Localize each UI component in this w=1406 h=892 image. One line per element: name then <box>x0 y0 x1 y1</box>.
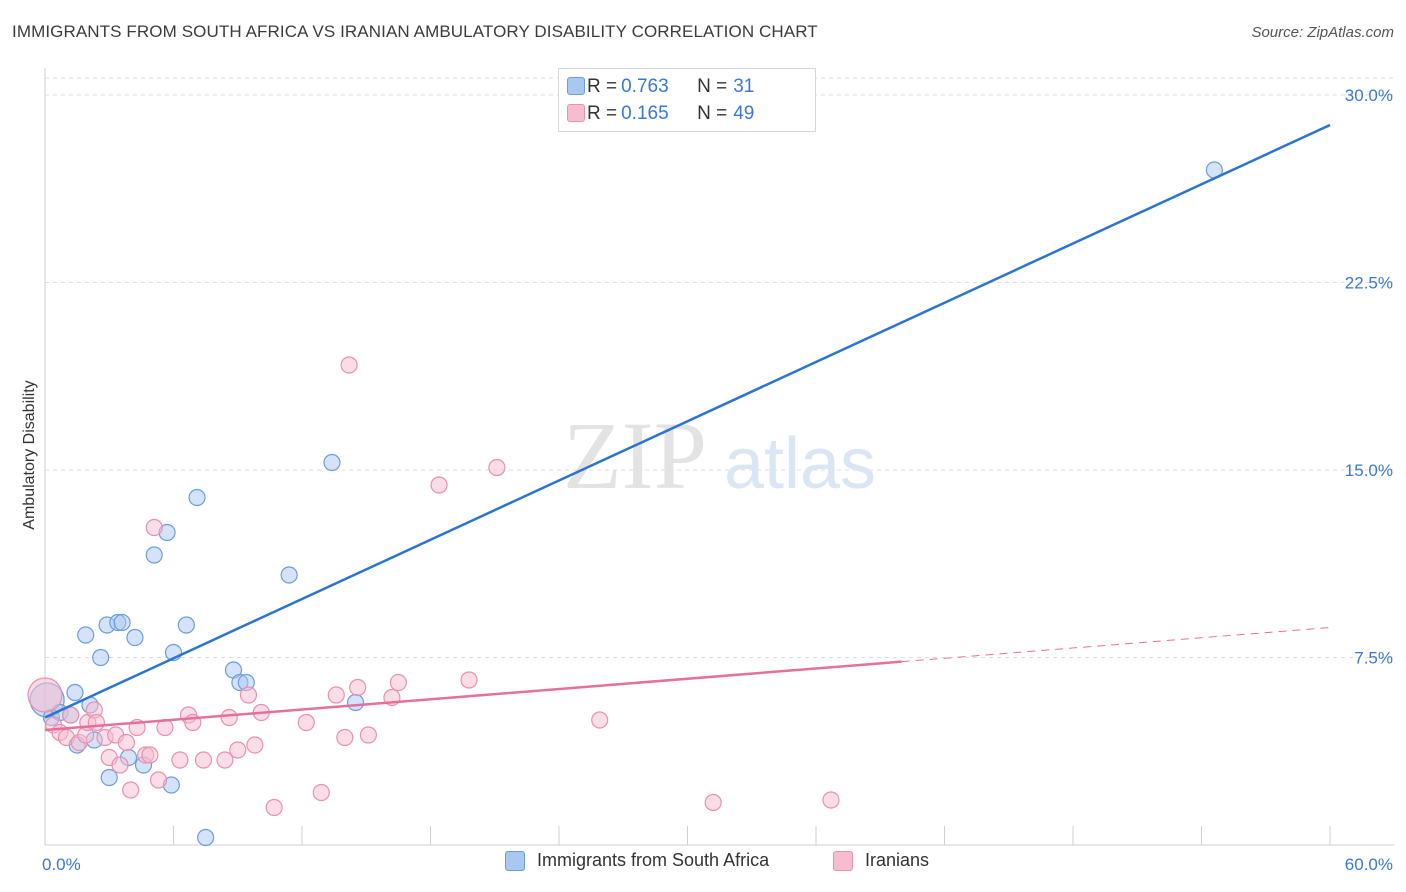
point-iranians <box>27 677 63 713</box>
legend-item-iranians[interactable]: Iranians <box>833 850 929 871</box>
point-south-africa <box>126 628 144 647</box>
point-iranians <box>194 751 213 769</box>
stats-legend-row-blue: R = 0.763 N = 31 <box>567 75 755 99</box>
point-iranians <box>327 686 345 704</box>
n-label: N = <box>697 76 728 97</box>
point-iranians <box>141 746 159 764</box>
r-value: 0.763 <box>621 76 669 97</box>
trend-layer <box>44 123 1331 732</box>
grid-layer <box>45 77 1394 658</box>
watermark: ZIP atlas <box>563 402 876 509</box>
legend-swatch-blue <box>505 850 525 871</box>
legend-label: Immigrants from South Africa <box>537 850 770 870</box>
legend-swatch-pink <box>833 850 853 871</box>
point-iranians <box>220 708 238 727</box>
point-south-africa <box>113 613 131 632</box>
point-iranians <box>822 791 840 809</box>
point-iranians <box>117 733 135 752</box>
point-iranians <box>111 756 129 774</box>
point-iranians <box>145 518 163 537</box>
series-legend: Immigrants from South Africa Iranians <box>0 850 1406 880</box>
source-label: Source: ZipAtlas.com <box>1251 24 1394 41</box>
point-south-africa <box>145 546 163 564</box>
point-iranians <box>349 678 367 697</box>
point-iranians <box>246 736 264 754</box>
point-iranians <box>265 798 283 817</box>
point-iranians <box>239 686 258 704</box>
watermark-atlas: atlas <box>724 424 876 504</box>
legend-label: Iranians <box>865 850 930 870</box>
r-label: R = <box>587 103 618 124</box>
point-iranians <box>389 673 407 692</box>
point-south-africa <box>100 768 118 787</box>
x-tick-label: 60.0% <box>1345 855 1393 874</box>
legend-swatch-blue <box>567 77 585 95</box>
legend-item-south-africa[interactable]: Immigrants from South Africa <box>505 850 769 871</box>
r-label: R = <box>587 76 618 97</box>
point-iranians <box>336 728 354 747</box>
point-south-africa <box>177 616 195 634</box>
point-iranians <box>216 751 234 769</box>
point-south-africa <box>77 626 95 644</box>
point-iranians <box>488 458 506 477</box>
watermark-zip: ZIP <box>563 402 707 509</box>
y-tick-label: 22.5% <box>1345 274 1393 293</box>
point-iranians <box>591 711 609 729</box>
point-iranians <box>312 783 330 802</box>
point-iranians <box>340 356 358 374</box>
point-iranians <box>87 713 106 732</box>
trend-line-iranians <box>44 660 902 732</box>
point-south-africa <box>323 453 341 472</box>
point-iranians <box>460 671 478 689</box>
point-iranians <box>704 793 722 812</box>
point-south-africa <box>346 693 365 712</box>
point-south-africa <box>280 566 298 584</box>
point-south-africa <box>92 648 110 667</box>
axis-layer <box>44 68 1394 846</box>
y-tick-label: 15.0% <box>1345 461 1393 480</box>
point-iranians <box>171 751 189 769</box>
n-label: N = <box>697 103 728 124</box>
y-tick-label: 7.5% <box>1354 649 1393 668</box>
point-south-africa <box>66 683 84 702</box>
point-south-africa <box>197 828 215 847</box>
point-iranians <box>297 713 315 732</box>
chart-title: IMMIGRANTS FROM SOUTH AFRICA VS IRANIAN … <box>12 22 818 41</box>
stats-legend: R = 0.763 N = 31 R = 0.165 N = 49 <box>558 68 816 132</box>
stats-legend-row-pink: R = 0.165 N = 49 <box>567 102 755 126</box>
trend-line-iranians-extension <box>901 627 1331 663</box>
point-iranians <box>229 741 247 759</box>
x-tick-label: 0.0% <box>42 855 81 874</box>
r-value: 0.165 <box>621 103 669 124</box>
n-value: 31 <box>733 76 755 97</box>
point-south-africa <box>188 488 206 507</box>
point-iranians <box>430 476 448 494</box>
y-tick-label: 30.0% <box>1345 86 1393 105</box>
tick-label-layer: 7.5% 15.0% 22.5% 30.0% 0.0% 60.0% <box>42 86 1393 874</box>
point-iranians <box>359 726 377 744</box>
legend-swatch-pink <box>567 104 585 122</box>
trend-line-south-africa <box>44 123 1331 719</box>
n-value: 49 <box>733 103 755 124</box>
point-iranians <box>122 781 140 799</box>
point-iranians <box>149 771 168 789</box>
